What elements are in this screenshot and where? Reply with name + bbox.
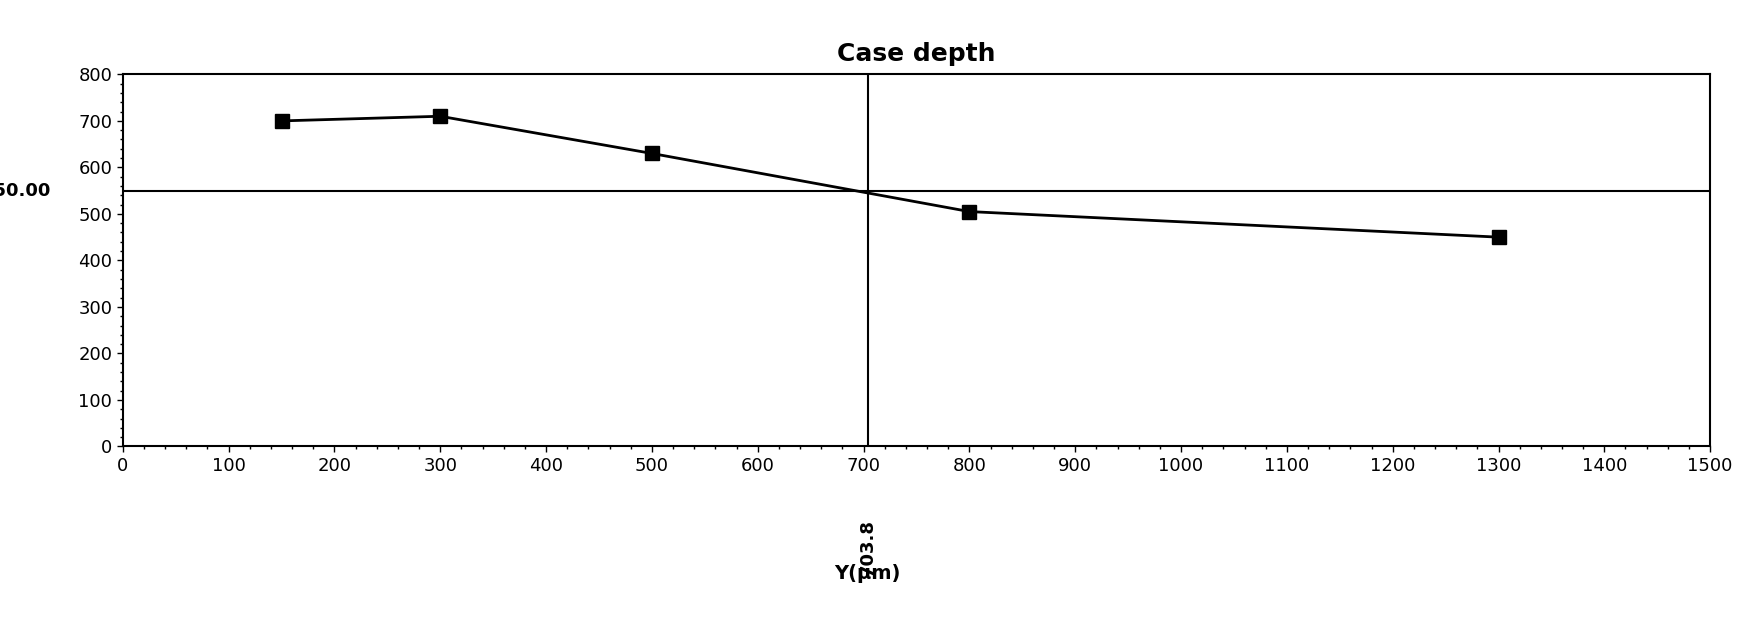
Text: Y(μm): Y(μm) (835, 564, 902, 583)
Title: Case depth: Case depth (837, 42, 996, 66)
Text: 703.8: 703.8 (858, 518, 877, 575)
Text: 550.00: 550.00 (0, 182, 51, 200)
